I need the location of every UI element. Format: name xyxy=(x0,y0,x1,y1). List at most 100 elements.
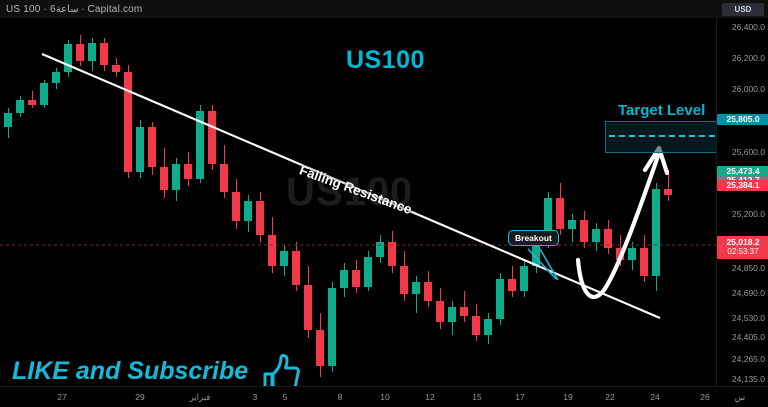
candle-body xyxy=(460,306,468,317)
target-level-dashed-line xyxy=(609,135,716,137)
price-tick-label: 24,405.0 xyxy=(731,332,765,343)
breakout-callout[interactable]: Breakout xyxy=(508,230,559,246)
candle-body xyxy=(304,285,312,331)
time-tick-label: س xyxy=(734,392,746,402)
candle-body xyxy=(136,126,144,172)
candle-body xyxy=(424,281,432,301)
falling-resistance-trendline[interactable] xyxy=(41,53,661,319)
candle-body xyxy=(268,235,276,267)
candle-body xyxy=(256,201,264,236)
price-tag-target: 25,805.0 xyxy=(717,114,768,126)
time-tick-label: 3 xyxy=(252,392,258,402)
candle-body xyxy=(412,281,420,295)
price-tick-label: 24,690.0 xyxy=(731,287,765,298)
candle-body xyxy=(244,201,252,222)
currency-badge[interactable]: USD xyxy=(722,3,764,16)
candle-body xyxy=(196,111,204,180)
price-axis[interactable]: 26,400.0 26,200.0 26,000.0 25,600.0 25,200.0… xyxy=(716,18,768,386)
candle-body xyxy=(40,83,48,105)
candle-body xyxy=(640,247,648,276)
price-tick-label: 26,000.0 xyxy=(731,84,765,95)
time-axis[interactable]: 27 29 فبراير 3 5 8 10 12 15 17 19 22 24 26 س xyxy=(0,386,768,407)
candle-body xyxy=(328,288,336,366)
price-tick-label: 24,135.0 xyxy=(731,374,765,384)
candle-wick xyxy=(31,90,33,109)
candle-body xyxy=(388,241,396,267)
candle-body xyxy=(184,163,192,180)
candle-body xyxy=(316,330,324,366)
candle-body xyxy=(280,250,288,267)
time-tick-label: 24 xyxy=(650,392,660,402)
candle-body xyxy=(652,188,660,276)
candle-body xyxy=(628,247,636,261)
promo-like-subscribe-text: LIKE and Subscribe xyxy=(12,357,249,385)
target-zone-box[interactable] xyxy=(605,121,716,153)
candle-body xyxy=(604,229,612,248)
candle-wick xyxy=(667,170,669,202)
breakout-pointer-2 xyxy=(539,248,559,281)
time-tick-label: 17 xyxy=(515,392,525,402)
candle-body xyxy=(100,42,108,65)
time-tick-label: 27 xyxy=(57,392,67,402)
current-price-tag: 25,018.2 02:53:37 xyxy=(717,235,768,259)
projection-arrow-curve xyxy=(575,153,661,299)
candlestick-series xyxy=(0,18,716,386)
symbol-info-label: US 100 · 6ساعة · Capital.com xyxy=(6,3,143,15)
time-tick-label: 5 xyxy=(282,392,288,402)
candle-body xyxy=(448,306,456,323)
candle-body xyxy=(592,229,600,242)
price-tick-label: 24,265.0 xyxy=(731,353,765,364)
chart-header: US 100 · 6ساعة · Capital.com xyxy=(0,0,768,18)
time-tick-label: فبراير xyxy=(189,392,211,402)
candle-body xyxy=(472,316,480,335)
candle-body xyxy=(4,112,12,127)
candle-body xyxy=(520,266,528,292)
target-level-label: Target Level xyxy=(618,102,706,119)
time-tick-label: 29 xyxy=(135,392,145,402)
candle-body xyxy=(148,126,156,168)
bar-countdown: 02:53:37 xyxy=(727,246,759,256)
candle-body xyxy=(232,191,240,222)
candle-body xyxy=(112,64,120,73)
candle-body xyxy=(52,72,60,84)
chart-plot-area[interactable]: US100 Target Level US100 Falling Resista… xyxy=(0,18,716,386)
price-tick-label: 25,600.0 xyxy=(731,146,765,157)
candle-wick xyxy=(415,275,417,314)
candle-body xyxy=(544,198,552,242)
price-tick-label: 25,200.0 xyxy=(731,208,765,219)
time-tick-label: 22 xyxy=(605,392,615,402)
thumbs-up-icon xyxy=(253,352,301,386)
time-tick-label: 12 xyxy=(425,392,435,402)
candle-body xyxy=(76,44,84,62)
candle-body xyxy=(556,198,564,230)
candle-body xyxy=(340,269,348,289)
time-tick-label: 15 xyxy=(472,392,482,402)
breakout-pointer-1 xyxy=(527,248,557,280)
candle-body xyxy=(508,278,516,292)
candle-body xyxy=(160,167,168,191)
time-tick-label: 19 xyxy=(563,392,573,402)
chart-title: US100 xyxy=(346,46,425,74)
candle-body xyxy=(88,42,96,62)
candle-body xyxy=(124,72,132,172)
price-tag-high: 25,473.4 xyxy=(717,165,768,177)
candle-body xyxy=(28,100,36,105)
candle-body xyxy=(568,219,576,230)
candle-body xyxy=(484,319,492,335)
chart-watermark: US100 xyxy=(286,170,414,214)
candle-body xyxy=(220,163,228,192)
candle-body xyxy=(580,219,588,242)
time-tick-label: 10 xyxy=(380,392,390,402)
candle-body xyxy=(496,278,504,320)
candle-body xyxy=(352,269,360,287)
candle-body xyxy=(64,44,72,73)
time-tick-label: 8 xyxy=(337,392,343,402)
candle-body xyxy=(292,250,300,286)
candle-body xyxy=(436,300,444,323)
candle-body xyxy=(532,241,540,267)
candle-body xyxy=(208,111,216,164)
price-tag-low: 25,384.1 xyxy=(717,179,768,191)
price-tick-label: 24,850.0 xyxy=(731,262,765,273)
current-price-value: 25,018.2 xyxy=(726,236,760,247)
